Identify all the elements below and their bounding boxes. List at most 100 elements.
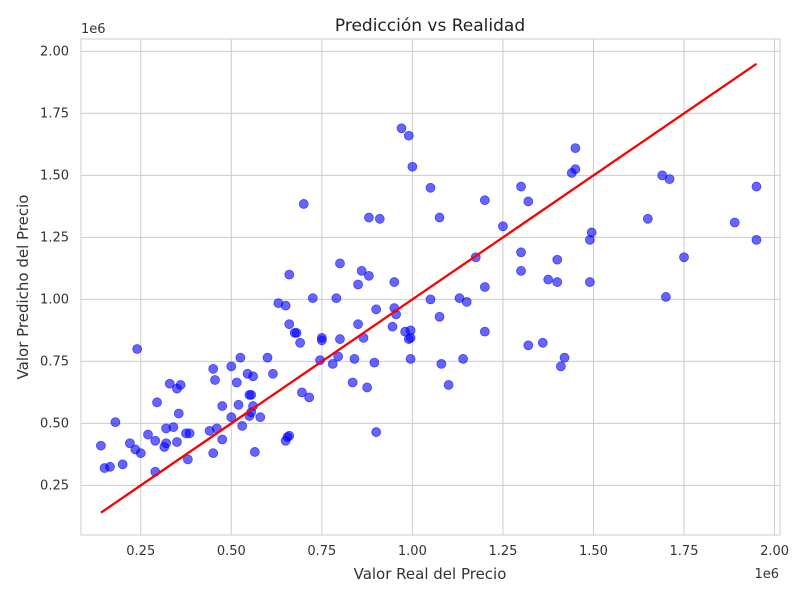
scatter-point bbox=[661, 292, 671, 302]
x-tick-label: 1.75 bbox=[670, 544, 699, 559]
scatter-point bbox=[364, 270, 374, 281]
scatter-point bbox=[307, 293, 318, 304]
y-tick-label: 0.25 bbox=[40, 478, 69, 493]
y-tick-label: 1.00 bbox=[40, 292, 69, 307]
scatter-point bbox=[335, 334, 345, 344]
scatter-point bbox=[751, 181, 762, 192]
x-tick-label: 1.50 bbox=[579, 544, 608, 559]
scatter-point bbox=[405, 325, 416, 336]
scatter-point bbox=[135, 448, 146, 459]
scatter-point bbox=[353, 319, 363, 330]
scatter-point bbox=[235, 352, 246, 363]
scatter-point bbox=[217, 434, 228, 445]
scatter-point bbox=[364, 212, 374, 223]
scatter-point bbox=[124, 438, 135, 449]
chart-title: Predicción vs Realidad bbox=[335, 16, 525, 36]
scatter-point bbox=[479, 195, 490, 206]
scatter-point bbox=[523, 196, 534, 207]
scatter-point bbox=[284, 319, 295, 330]
scatter-point bbox=[208, 448, 219, 459]
scatter-point bbox=[297, 387, 307, 398]
x-tick-label: 0.25 bbox=[126, 544, 155, 559]
scatter-point bbox=[132, 344, 143, 354]
scatter-point bbox=[226, 412, 237, 423]
scatter-point bbox=[284, 430, 295, 441]
y-tick-label: 1.75 bbox=[40, 106, 69, 121]
scatter-point bbox=[552, 277, 563, 287]
scatter-point bbox=[405, 354, 416, 364]
scatter-point bbox=[304, 392, 315, 403]
scatter-point bbox=[369, 357, 380, 368]
x-tick-label: 2.00 bbox=[760, 544, 789, 559]
reference-line bbox=[100, 62, 758, 514]
scatter-point bbox=[374, 213, 385, 224]
scatter-point bbox=[173, 408, 184, 419]
scatter-point bbox=[295, 337, 306, 348]
scatter-point bbox=[349, 354, 360, 364]
scatter-point bbox=[327, 358, 338, 369]
scatter-point bbox=[231, 377, 242, 388]
scatter-point bbox=[298, 199, 309, 209]
y-tick-label: 1.50 bbox=[40, 168, 69, 183]
scatter-point bbox=[182, 454, 193, 465]
scatter-point bbox=[425, 182, 436, 193]
scatter-point bbox=[516, 265, 526, 276]
scatter-point bbox=[143, 429, 153, 440]
scatter-point bbox=[249, 447, 260, 457]
scatter-point bbox=[570, 164, 581, 175]
scatter-point bbox=[255, 412, 266, 423]
y-tick-label: 1.25 bbox=[40, 230, 69, 245]
scatter-point bbox=[543, 274, 554, 285]
scatter-point bbox=[436, 358, 447, 369]
scatter-point bbox=[168, 422, 179, 433]
scatter-point bbox=[498, 221, 508, 232]
scatter-point bbox=[371, 304, 382, 315]
scatter-point bbox=[316, 335, 327, 346]
scatter-point bbox=[570, 143, 581, 154]
scatter-point bbox=[584, 277, 595, 287]
scatter-point bbox=[246, 389, 257, 400]
tick-layer: 0.25 0.50 0.75 1.00 1.25 1.50 1.75 2.00 0.25 0.50… bbox=[40, 44, 789, 559]
scatter-point bbox=[559, 352, 570, 363]
scatter-point bbox=[407, 161, 418, 172]
x-tick-label: 0.50 bbox=[217, 544, 246, 559]
scatter-point bbox=[161, 438, 172, 449]
scatter-point bbox=[642, 213, 653, 224]
scatter-point bbox=[335, 258, 345, 269]
scatter-point bbox=[237, 420, 248, 431]
scatter-point bbox=[479, 282, 490, 292]
scatter-point bbox=[751, 234, 762, 245]
scatter-point bbox=[284, 269, 295, 280]
scatter-point bbox=[537, 337, 548, 348]
scatter-point bbox=[268, 368, 278, 379]
scatter-point bbox=[331, 293, 342, 304]
scatter-point bbox=[434, 212, 445, 223]
scatter-point bbox=[389, 277, 400, 287]
scatter-point bbox=[175, 380, 186, 390]
scatter-point bbox=[217, 401, 228, 411]
line-layer bbox=[100, 62, 758, 514]
scatter-point bbox=[516, 181, 526, 192]
scatter-point bbox=[552, 254, 563, 265]
scatter-point bbox=[729, 217, 740, 228]
scatter-point bbox=[184, 428, 195, 439]
x-tick-label: 0.75 bbox=[307, 544, 336, 559]
scatter-point bbox=[679, 252, 689, 263]
x-axis-label: Valor Real del Precio bbox=[354, 565, 507, 583]
x-offset-label: 1e6 bbox=[754, 567, 779, 582]
scatter-point bbox=[371, 427, 382, 437]
scatter-point bbox=[523, 340, 534, 351]
scatter-point bbox=[461, 296, 472, 307]
x-tick-label: 1.00 bbox=[398, 544, 427, 559]
scatter-point bbox=[555, 361, 566, 372]
scatter-point bbox=[458, 354, 468, 364]
y-tick-label: 0.50 bbox=[40, 416, 69, 431]
scatter-point bbox=[396, 123, 407, 134]
scatter-point bbox=[210, 375, 220, 385]
scatter-point bbox=[387, 321, 398, 332]
scatter-point bbox=[425, 294, 436, 305]
scatter-point bbox=[356, 265, 367, 276]
scatter-point bbox=[586, 227, 597, 238]
